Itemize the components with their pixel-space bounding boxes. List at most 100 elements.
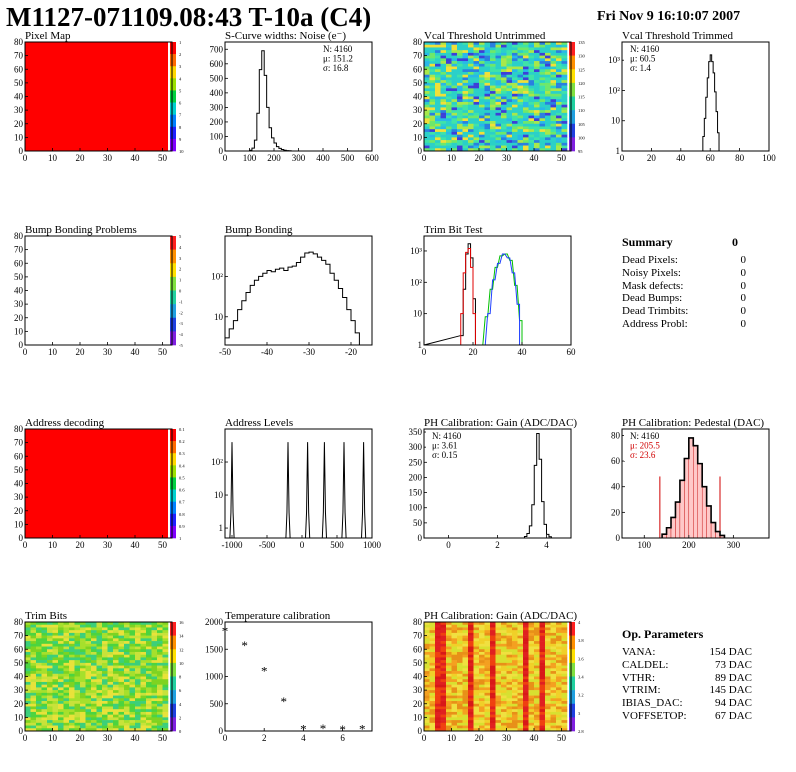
heatmap-cell [74,632,81,636]
heatmap-cell [30,717,37,721]
heatmap-cell [30,668,37,672]
heatmap-cell [473,115,480,119]
heatmap-cell [30,701,37,705]
heatmap-cell [550,649,557,653]
heatmap-cell [517,684,524,688]
heatmap-cell [36,701,42,705]
heatmap-cell [124,622,130,626]
heatmap-cell [468,684,474,688]
heatmap-cell [157,687,163,691]
heatmap-cell [424,112,430,116]
heatmap-cell [107,662,114,666]
heatmap-cell [495,711,502,715]
heatmap-cell [96,660,103,664]
heatmap-cell [162,687,169,691]
heatmap-cell [556,681,562,685]
heatmap-cell [52,665,59,669]
heatmap-cell [523,632,529,636]
heatmap-cell [435,679,441,683]
heatmap-cell [495,720,502,724]
heatmap-cell [85,635,92,639]
heatmap-cell [63,662,70,666]
heatmap-cell [512,684,518,688]
heatmap-cell [85,627,92,631]
heatmap-cell [473,61,480,65]
heatmap-cell [517,668,524,672]
heatmap-cell [468,641,474,645]
heatmap-cell [107,692,114,696]
heatmap-cell [47,714,53,718]
heatmap-cell [30,681,37,685]
heatmap-cell [561,641,568,645]
heatmap-cell [96,706,103,710]
heatmap-cell [58,703,64,707]
heatmap-cell [91,638,97,642]
heatmap-cell [545,96,551,100]
heatmap-cell [47,657,53,661]
heatmap-cell [80,668,86,672]
heatmap-cell [517,676,524,680]
heatmap-cell [129,709,136,713]
heatmap-cell [517,687,524,691]
histogram [224,251,364,346]
heatmap-cell [446,681,452,685]
heatmap-cell [140,673,147,677]
panel-title: Address Levels [225,417,294,429]
heatmap-cell [506,129,513,133]
heatmap-cell [462,638,469,642]
heatmap-cell [545,101,551,105]
heatmap-cell [457,129,463,133]
heatmap-cell [63,679,70,683]
heatmap-cell [457,679,463,683]
heatmap-cell [545,80,551,84]
heatmap-cell [113,695,119,699]
heatmap-cell [91,703,97,707]
heatmap-cell [539,671,546,675]
heatmap-cell [118,641,125,645]
heatmap-cell [539,654,546,658]
heatmap-cell [446,725,452,729]
heatmap-cell [517,61,524,65]
heatmap-cell [523,679,529,683]
heatmap-cell [440,42,447,46]
heatmap-cell [146,695,152,699]
heatmap-cell [102,643,108,647]
heatmap-cell [102,665,108,669]
heatmap-cell [468,93,474,97]
op-parameter-row: VANA: 154 DAC [622,646,752,659]
heatmap-cell [539,728,546,732]
x-tick-label: 10 [48,733,58,743]
heatmap-cell [440,145,447,149]
heatmap-cell [446,58,452,62]
heatmap-cell [490,80,496,84]
heatmap-cell [440,71,447,75]
heatmap-cell [30,671,37,675]
heatmap-cell [440,44,447,48]
heatmap-cell [424,123,430,127]
heatmap-cell [113,728,119,732]
color-scale-tick-label: 14 [179,634,184,639]
heatmap-cell [451,142,458,146]
heatmap-cell [157,649,163,653]
heatmap-cell [561,714,568,718]
heatmap-cell [490,681,496,685]
heatmap-cell [135,630,141,634]
heatmap-cell [446,695,452,699]
heatmap-cell [58,635,64,639]
heatmap-cell [151,651,158,655]
heatmap-cell [424,690,430,694]
heatmap-cell [446,701,452,705]
heatmap-cell [424,58,430,62]
heatmap-cell [506,725,513,729]
heatmap-cell [490,665,496,669]
heatmap-cell [534,687,540,691]
heatmap-cell [440,121,447,125]
heatmap-cell [446,632,452,636]
plot-area: 0 100 200 300 400 500 600010020030040050060070… [210,41,379,163]
y-tick-label: 80 [413,37,423,47]
heatmap-cell [550,679,557,683]
heatmap-cell [462,624,469,628]
heatmap-cell [157,720,163,724]
stats-line: σ: 0.15 [432,450,458,460]
